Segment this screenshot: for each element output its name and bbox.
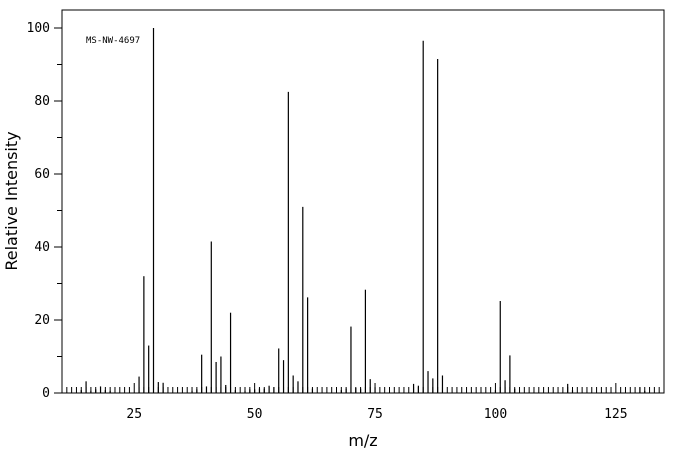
plot-frame — [61, 9, 665, 394]
x-tick-label: 125 — [604, 407, 627, 422]
x-minor-ticks — [66, 387, 660, 393]
x-axis-ticks: 25 50 75 100 125 — [126, 383, 628, 422]
y-tick-label: 60 — [34, 167, 50, 182]
x-tick-label: 75 — [367, 407, 383, 422]
y-tick-label: 0 — [42, 386, 50, 401]
y-tick-label: 80 — [34, 94, 50, 109]
x-tick-label: 25 — [126, 407, 142, 422]
spectrum-peaks — [80, 28, 646, 393]
x-tick-label: 100 — [484, 407, 507, 422]
y-axis-ticks: 0 20 40 60 80 100 — [27, 21, 62, 401]
spectrum-id-annotation: MS-NW-4697 — [86, 36, 140, 46]
y-tick-label: 40 — [34, 240, 50, 255]
y-tick-label: 20 — [34, 313, 50, 328]
y-axis-label: Relative Intensity — [2, 131, 21, 270]
x-axis-label: m/z — [348, 431, 377, 450]
y-tick-label: 100 — [27, 21, 50, 36]
x-tick-label: 50 — [247, 407, 263, 422]
